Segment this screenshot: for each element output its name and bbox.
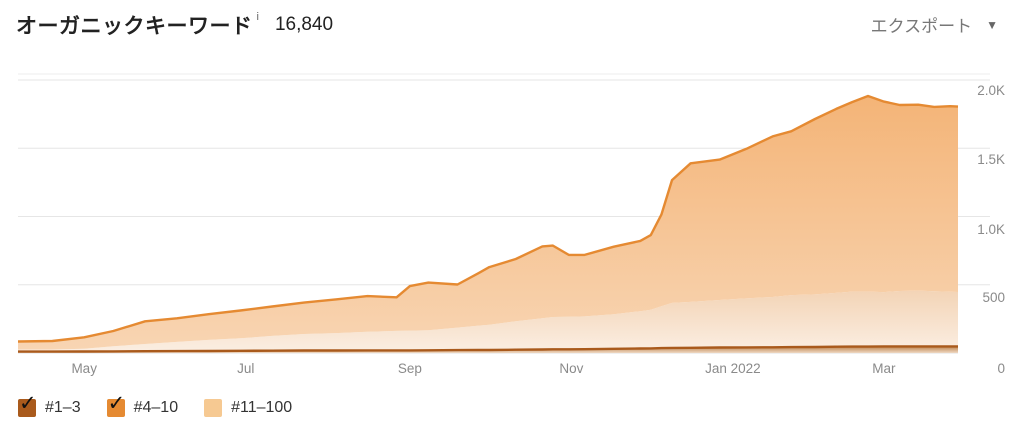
area-top-10 bbox=[18, 290, 958, 352]
x-tick-label: Nov bbox=[559, 361, 583, 376]
y-tick-label: 500 bbox=[982, 290, 1005, 305]
export-label: エクスポート bbox=[870, 17, 973, 36]
legend-label: #11–100 bbox=[231, 399, 293, 416]
caret-down-icon: ▼ bbox=[986, 17, 998, 32]
chart-legend: ✓ #1–3 ✓ #4–10 #11–100 bbox=[18, 391, 318, 417]
checkbox-checked-icon[interactable]: ✓ bbox=[18, 391, 37, 417]
checkbox-unchecked-icon[interactable] bbox=[204, 399, 223, 417]
area-chart: 2.0K 1.5K 1.0K 500 0 May Jul Sep Nov Jan 2022 Mar bbox=[17, 73, 1005, 376]
x-tick-label: Sep bbox=[398, 361, 422, 376]
info-icon[interactable]: i bbox=[256, 11, 259, 23]
y-tick-label: 1.0K bbox=[977, 222, 1005, 237]
legend-item-top-100[interactable]: #11–100 bbox=[204, 399, 292, 417]
keyword-total: 16,840 bbox=[274, 14, 334, 35]
legend-item-top-10[interactable]: ✓ #4–10 bbox=[106, 391, 179, 417]
legend-item-top-3[interactable]: ✓ #1–3 bbox=[18, 391, 81, 417]
legend-label: #1–3 bbox=[45, 399, 81, 416]
x-tick-label: May bbox=[71, 361, 97, 376]
x-tick-label: Jan 2022 bbox=[705, 361, 761, 376]
y-tick-label: 0 bbox=[997, 361, 1005, 376]
x-tick-label: Jul bbox=[237, 361, 254, 376]
chart-title: オーガニックキーワード bbox=[16, 15, 253, 38]
line-top-3 bbox=[18, 345, 958, 353]
x-tick-label: Mar bbox=[872, 361, 896, 376]
export-button[interactable]: エクスポート ▼ bbox=[871, 12, 998, 37]
checkbox-checked-icon[interactable]: ✓ bbox=[106, 391, 126, 417]
line-top-100 bbox=[17, 94, 959, 343]
y-tick-label: 1.5K bbox=[977, 152, 1005, 167]
legend-label: #4–10 bbox=[133, 399, 179, 416]
chart-header: オーガニックキーワード i 16,840 bbox=[16, 8, 333, 42]
y-tick-label: 2.0K bbox=[977, 83, 1005, 98]
